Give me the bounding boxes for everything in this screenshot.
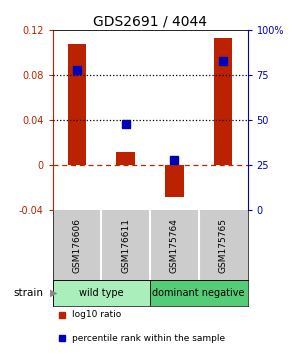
Bar xyxy=(52,210,101,280)
Bar xyxy=(101,210,150,280)
Text: GSM175765: GSM175765 xyxy=(219,218,228,273)
Text: strain: strain xyxy=(14,288,44,298)
Text: percentile rank within the sample: percentile rank within the sample xyxy=(72,333,225,343)
Text: ▶: ▶ xyxy=(50,288,57,298)
Text: GSM175764: GSM175764 xyxy=(170,218,179,273)
Bar xyxy=(165,165,184,197)
Bar xyxy=(68,44,86,165)
Title: GDS2691 / 4044: GDS2691 / 4044 xyxy=(93,15,207,29)
Bar xyxy=(116,152,135,165)
Text: GSM176611: GSM176611 xyxy=(121,218,130,273)
Text: log10 ratio: log10 ratio xyxy=(72,310,121,319)
Bar xyxy=(199,210,248,280)
Text: dominant negative: dominant negative xyxy=(152,288,245,298)
Bar xyxy=(150,280,248,306)
Bar xyxy=(150,210,199,280)
Bar xyxy=(214,38,232,165)
Bar xyxy=(52,280,150,306)
Text: wild type: wild type xyxy=(79,288,124,298)
Text: GSM176606: GSM176606 xyxy=(72,218,81,273)
